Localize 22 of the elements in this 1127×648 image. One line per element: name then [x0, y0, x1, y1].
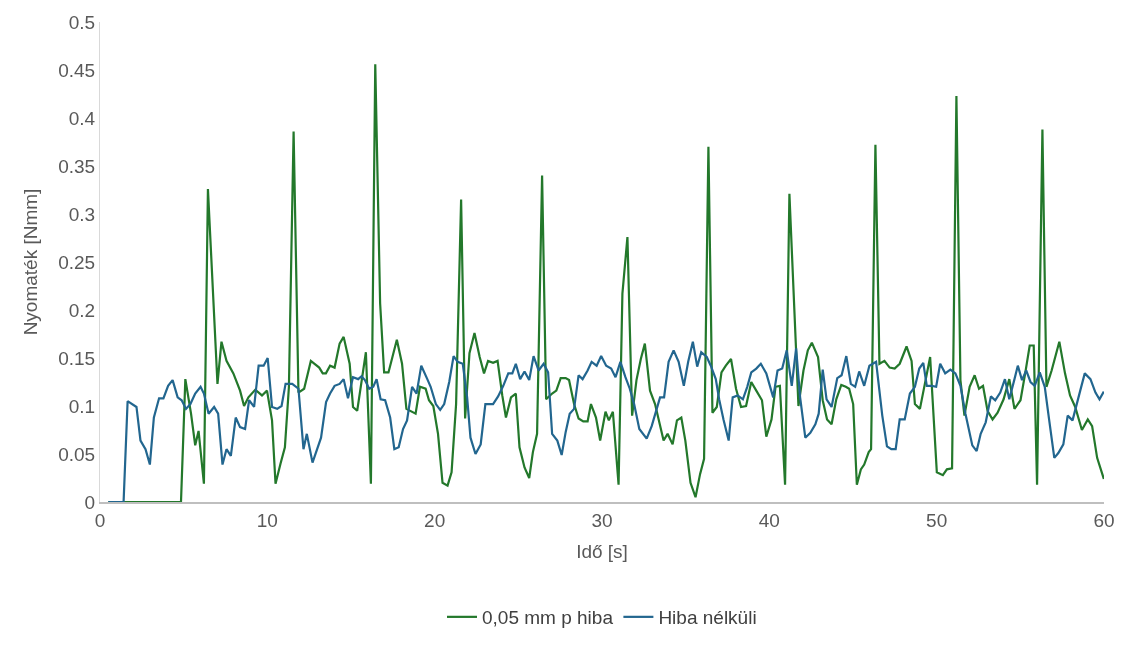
legend-label: Hiba nélküli [658, 607, 757, 629]
y-tick-label: 0.5 [68, 11, 96, 33]
y-tick-label: 0.1 [68, 395, 96, 417]
y-tick-label: 0.3 [68, 203, 96, 225]
y-tick-label: 0.4 [68, 107, 96, 129]
x-tick-label: 50 [926, 509, 948, 531]
y-tick-label: 0 [84, 491, 96, 513]
y-tick-label: 0.05 [58, 443, 96, 465]
y-tick-label: 0.45 [58, 59, 96, 81]
x-tick-label: 20 [424, 509, 446, 531]
y-tick-label: 0.2 [68, 299, 96, 321]
legend-label: 0,05 mm p hiba [482, 607, 614, 629]
y-tick-label: 0.25 [58, 251, 96, 273]
x-axis-title: Idő [s] [576, 540, 628, 562]
y-tick-label: 0.35 [58, 155, 96, 177]
x-tick-label: 60 [1093, 509, 1115, 531]
x-tick-label: 10 [256, 509, 278, 531]
y-tick-label: 0.15 [58, 347, 96, 369]
x-tick-label: 30 [591, 509, 613, 531]
x-tick-label: 40 [758, 509, 780, 531]
y-axis-title: Nyomaték [Nmm] [20, 188, 42, 336]
line-series [107, 340, 1104, 502]
